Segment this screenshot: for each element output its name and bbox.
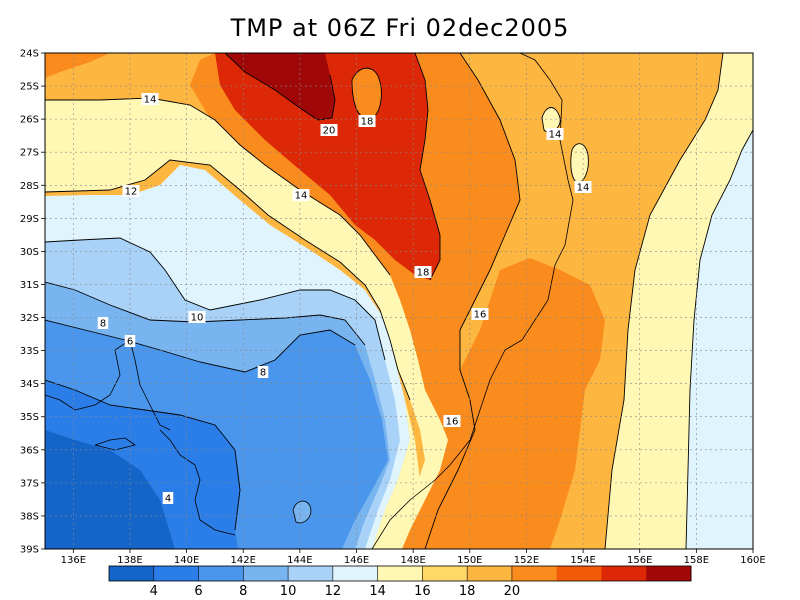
contour-label: 4 bbox=[165, 494, 171, 505]
colorbar-swatch bbox=[332, 566, 379, 581]
x-tick-label: 136E bbox=[61, 555, 86, 566]
colorbar-tick-label: 18 bbox=[459, 584, 476, 599]
x-tick-label: 146E bbox=[344, 555, 369, 566]
x-tick-label: 156E bbox=[627, 555, 652, 566]
contour-label: 14 bbox=[295, 191, 308, 202]
contour-label-bg bbox=[320, 124, 338, 136]
colorbar-swatch bbox=[153, 566, 200, 581]
contour-label-bg bbox=[122, 185, 140, 197]
y-tick-label: 24S bbox=[20, 49, 39, 60]
y-axis-ticks: 24S 25S 26S 27S 28S 29S 30S 31S 32S 33S 34S 35S 36S 3… bbox=[20, 49, 45, 556]
x-tick-label: 160E bbox=[740, 555, 765, 566]
y-tick-label: 38S bbox=[20, 511, 39, 522]
x-tick-label: 152E bbox=[514, 555, 539, 566]
map-title: TMP at 06Z Fri 02dec2005 bbox=[230, 14, 570, 42]
contour-label-bg bbox=[257, 366, 269, 378]
contour-label-bg bbox=[443, 415, 461, 427]
contour-label-bg bbox=[546, 128, 564, 140]
y-tick-label: 39S bbox=[20, 545, 39, 556]
y-tick-label: 26S bbox=[20, 115, 39, 126]
colorbar-swatch bbox=[198, 566, 244, 581]
colorbar-tick-label: 12 bbox=[325, 584, 342, 599]
y-tick-label: 29S bbox=[20, 214, 39, 225]
x-tick-label: 140E bbox=[174, 555, 199, 566]
x-tick-label: 154E bbox=[570, 555, 595, 566]
x-tick-label: 142E bbox=[231, 555, 256, 566]
contour-label-bg bbox=[358, 115, 376, 127]
contour-label: 18 bbox=[361, 117, 374, 128]
contour-label: 12 bbox=[125, 187, 138, 198]
colorbar-frame bbox=[108, 565, 692, 582]
colorbar-tick-label: 8 bbox=[239, 584, 247, 599]
y-tick-label: 37S bbox=[20, 478, 39, 489]
colorbar-tick-label: 6 bbox=[194, 584, 202, 599]
colorbar-swatch bbox=[288, 566, 334, 581]
contour-label-bg bbox=[574, 181, 592, 193]
filled-contours bbox=[45, 53, 753, 549]
colorbar-swatch bbox=[511, 566, 558, 581]
contour-label: 8 bbox=[260, 368, 266, 379]
contour-label: 8 bbox=[100, 319, 106, 330]
y-tick-label: 28S bbox=[20, 181, 39, 192]
colorbar-swatch bbox=[377, 566, 423, 581]
grid-lines bbox=[45, 53, 753, 549]
x-tick-label: 148E bbox=[400, 555, 425, 566]
contour-label: 16 bbox=[474, 310, 487, 321]
x-tick-label: 158E bbox=[684, 555, 709, 566]
y-tick-label: 31S bbox=[20, 280, 39, 291]
contour-label-bg bbox=[124, 335, 136, 347]
y-tick-label: 35S bbox=[20, 412, 39, 423]
colorbar-swatch bbox=[422, 566, 468, 581]
colorbar-swatch bbox=[109, 566, 155, 581]
y-tick-label: 34S bbox=[20, 379, 39, 390]
contour-label: 14 bbox=[577, 183, 590, 194]
plot-frame bbox=[44, 52, 754, 550]
x-tick-label: 144E bbox=[287, 555, 312, 566]
coastline bbox=[45, 53, 574, 549]
x-axis-ticks: 136E 138E 140E 142E 144E 146E 148E 150E 152E 154E… bbox=[61, 549, 766, 566]
colorbar-tick-label: 10 bbox=[280, 584, 297, 599]
colorbar-swatch bbox=[601, 566, 647, 581]
contour-label: 10 bbox=[191, 313, 204, 324]
contour-label-bg bbox=[97, 317, 109, 329]
colorbar-tick-label: 16 bbox=[414, 584, 431, 599]
y-tick-label: 36S bbox=[20, 445, 39, 456]
colorbar: 4 6 8 10 12 14 16 18 20 bbox=[108, 565, 692, 599]
y-tick-label: 33S bbox=[20, 346, 39, 357]
contour-label: 6 bbox=[127, 337, 133, 348]
contour-label: 16 bbox=[446, 417, 459, 428]
contour-label-bg bbox=[471, 308, 489, 320]
contour-label-bg bbox=[188, 311, 206, 323]
colorbar-swatch bbox=[243, 566, 289, 581]
y-tick-label: 32S bbox=[20, 313, 39, 324]
contour-label: 14 bbox=[144, 95, 157, 106]
colorbar-tick-label: 14 bbox=[369, 584, 386, 599]
y-tick-label: 25S bbox=[20, 82, 39, 93]
contour-label-bg bbox=[414, 266, 432, 278]
contour-label: 14 bbox=[549, 130, 562, 141]
contour-label-bg bbox=[292, 189, 310, 201]
x-tick-label: 150E bbox=[457, 555, 482, 566]
contour-label: 20 bbox=[323, 126, 336, 137]
contour-label-bg bbox=[141, 93, 159, 105]
colorbar-swatch bbox=[467, 566, 513, 581]
x-tick-label: 138E bbox=[117, 555, 142, 566]
colorbar-tick-label: 4 bbox=[150, 584, 158, 599]
y-tick-label: 27S bbox=[20, 148, 39, 159]
colorbar-tick-label: 20 bbox=[504, 584, 521, 599]
y-tick-label: 30S bbox=[20, 247, 39, 258]
contour-labels: 14 20 18 14 14 12 14 18 10 16 8 6 8 16 4 bbox=[97, 93, 592, 505]
colorbar-swatch bbox=[646, 566, 692, 581]
contour-label: 18 bbox=[417, 268, 430, 279]
colorbar-swatch bbox=[556, 566, 602, 581]
contour-label-bg bbox=[162, 492, 174, 504]
